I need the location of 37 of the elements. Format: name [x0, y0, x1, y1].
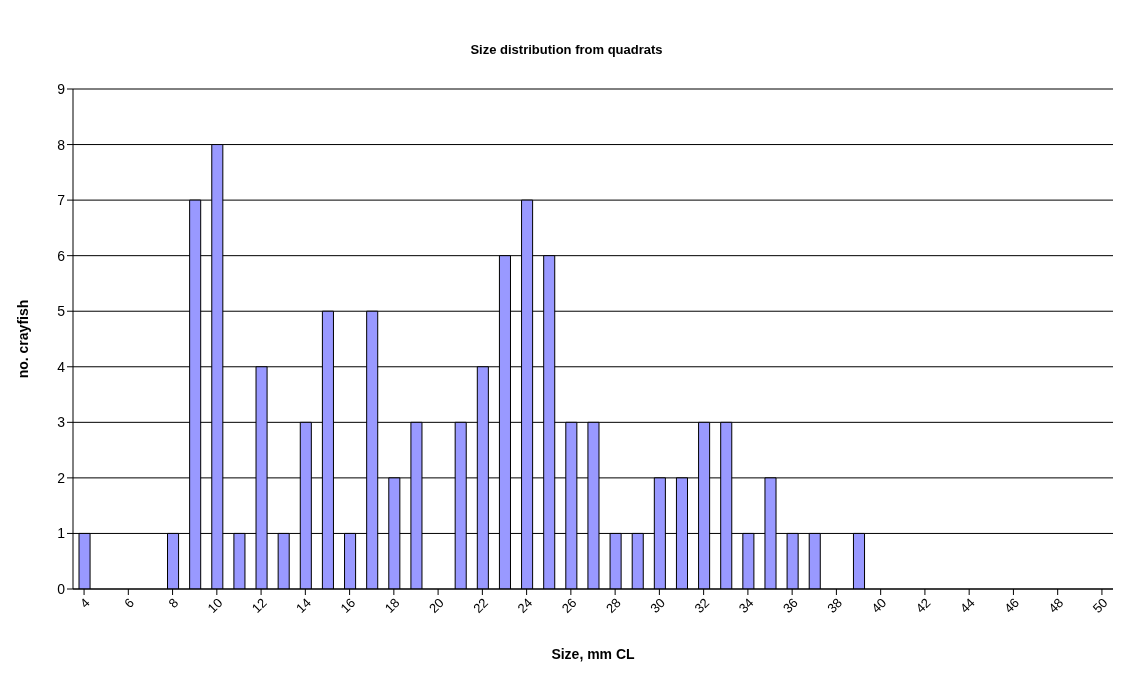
- x-tick-label: 32: [691, 595, 713, 616]
- x-tick-label: 10: [204, 595, 226, 616]
- x-tick-label: 6: [121, 595, 137, 611]
- y-tick-label: 3: [57, 414, 66, 431]
- x-tick-label: 20: [425, 595, 447, 616]
- x-tick-label: 12: [248, 595, 270, 616]
- y-tick-label: 7: [57, 192, 66, 209]
- x-tick-label: 4: [76, 595, 93, 611]
- y-tick-label: 1: [57, 525, 66, 542]
- x-tick-label: 42: [912, 595, 934, 616]
- x-tick-label: 40: [868, 595, 890, 616]
- y-tick-label: 0: [57, 580, 66, 597]
- x-tick-label: 38: [824, 595, 846, 616]
- y-tick-label: 4: [57, 358, 66, 375]
- y-tick-label: 5: [57, 303, 66, 320]
- y-tick-label: 8: [57, 136, 66, 153]
- y-tick-label: 2: [57, 469, 66, 486]
- x-tick-label: 26: [558, 595, 580, 616]
- x-tick-label: 22: [470, 595, 492, 616]
- chart-title: Size distribution from quadrats: [469, 41, 664, 59]
- x-tick-label: 34: [735, 595, 757, 616]
- x-tick-label: 28: [602, 595, 624, 616]
- x-tick-label: 24: [514, 595, 536, 616]
- x-tick-label: 48: [1045, 595, 1067, 616]
- y-axis-title: no. crayfish: [14, 299, 31, 379]
- x-tick-label: 50: [1089, 595, 1111, 616]
- x-tick-label: 14: [293, 595, 314, 616]
- y-tick-label: 9: [57, 80, 66, 97]
- x-tick-label: 16: [337, 595, 359, 616]
- x-axis-title: Size, mm CL: [551, 646, 636, 662]
- x-tick-label: 8: [165, 595, 182, 611]
- x-tick-label: 46: [1001, 595, 1023, 616]
- y-tick-label: 6: [57, 247, 66, 264]
- x-tick-label: 18: [381, 595, 403, 616]
- x-tick-label: 36: [779, 595, 801, 616]
- x-tick-label: 30: [647, 595, 669, 616]
- x-tick-label: 44: [956, 595, 978, 616]
